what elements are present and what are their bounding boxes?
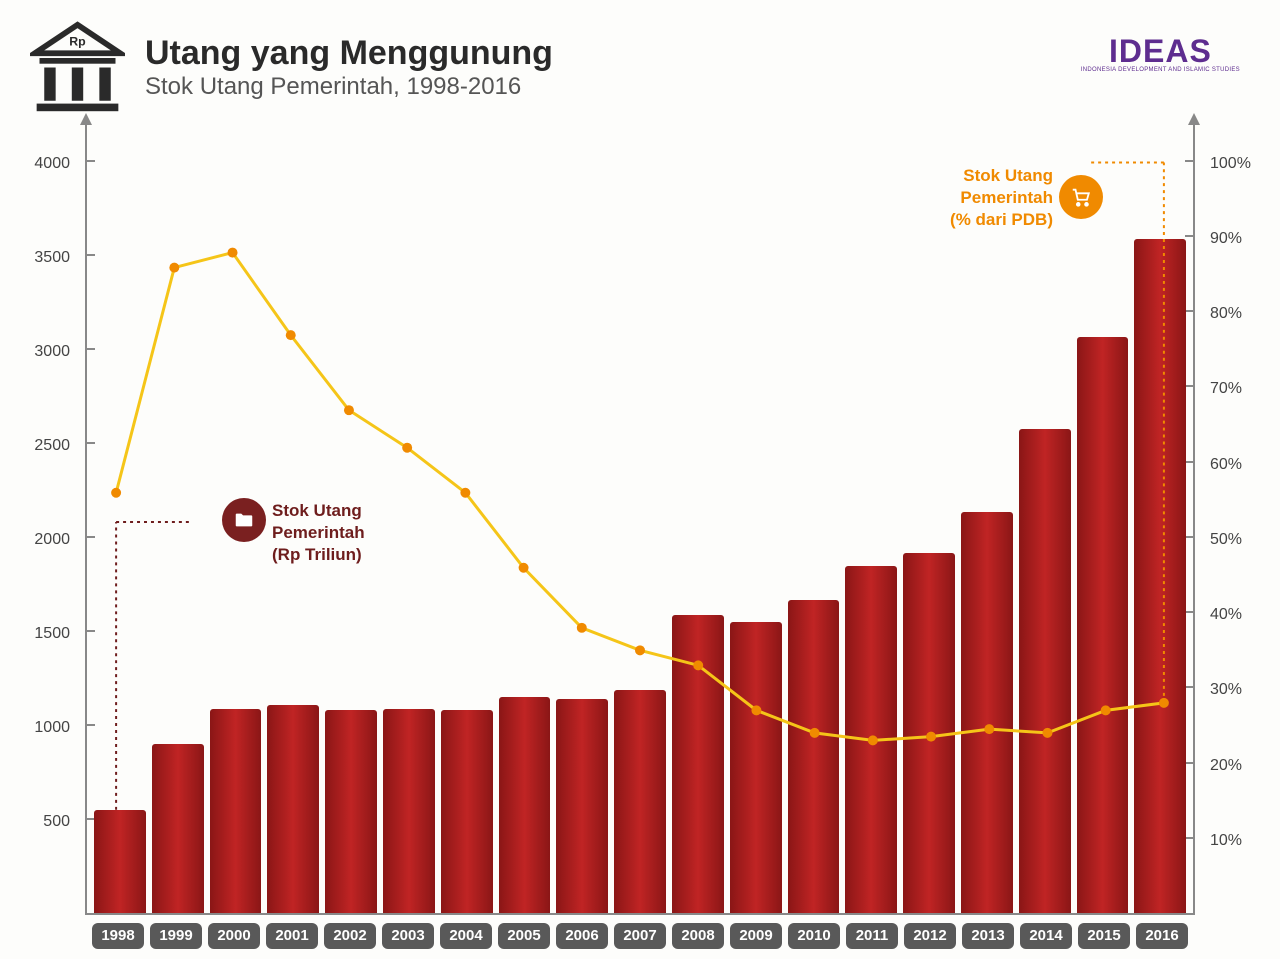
bar [961,512,1013,914]
x-axis: 1998199920002001200220032004200520062007… [85,919,1195,955]
ideas-logo: IDEAS INDONESIA DEVELOPMENT AND ISLAMIC … [1081,35,1240,73]
bar [845,566,897,913]
y-left-tick: 2000 [20,531,70,549]
page-title: Utang yang Menggunung [145,34,553,73]
bar [499,697,551,913]
x-label: 2014 [1020,923,1072,949]
cart-icon [1059,175,1103,219]
x-label: 2000 [208,923,260,949]
y-right-tick: 40% [1210,606,1260,624]
y-right-tick: 20% [1210,757,1260,775]
bar [730,622,782,913]
bar [94,810,146,913]
x-label: 2012 [904,923,956,949]
x-label: 2013 [962,923,1014,949]
x-label: 2003 [382,923,434,949]
callout-line-series: Stok Utang Pemerintah (% dari PDB) [950,165,1053,231]
bar [1134,239,1186,913]
bar [788,600,840,913]
bar [267,705,319,913]
x-label: 2011 [846,923,898,949]
y-right-tick: 80% [1210,305,1260,323]
bar [1077,337,1129,913]
y-axis-right: 10% 20% 30% 40% 50% 60% 70% 80% 90% 100% [1210,125,1260,955]
bar [672,615,724,913]
y-right-tick: 60% [1210,456,1260,474]
y-left-tick: 500 [20,813,70,831]
x-label: 2006 [556,923,608,949]
bar [441,710,493,913]
bar [325,710,377,913]
callout-bar-series: Stok Utang Pemerintah (Rp Triliun) [272,500,365,566]
y-left-tick: 3000 [20,343,70,361]
bar [556,699,608,913]
folder-icon [222,498,266,542]
bar [903,553,955,913]
y-left-tick: 1000 [20,719,70,737]
y-left-tick: 2500 [20,437,70,455]
y-left-tick: 1500 [20,625,70,643]
y-axis-left: 500 1000 1500 2000 2500 3000 3500 4000 [20,125,70,955]
header: Rp Utang yang Menggunung Stok Utang Peme… [30,20,1250,115]
y-right-tick: 50% [1210,531,1260,549]
bar [614,690,666,913]
y-right-tick: 30% [1210,681,1260,699]
x-label: 2002 [324,923,376,949]
y-right-tick: 90% [1210,230,1260,248]
x-label: 2010 [788,923,840,949]
x-label: 2005 [498,923,550,949]
y-left-tick: 4000 [20,155,70,173]
x-label: 2016 [1136,923,1188,949]
bank-icon: Rp [30,20,125,115]
y-right-tick: 100% [1210,155,1260,173]
x-label: 2001 [266,923,318,949]
page-subtitle: Stok Utang Pemerintah, 1998-2016 [145,73,553,101]
x-label: 1999 [150,923,202,949]
axis-arrow-right [1188,113,1200,125]
bar [383,709,435,914]
bar [210,709,262,914]
y-right-tick: 10% [1210,832,1260,850]
chart: Stok Utang Pemerintah (Rp Triliun) Stok … [30,125,1250,955]
x-label: 2009 [730,923,782,949]
x-label: 1998 [92,923,144,949]
axis-arrow-left [80,113,92,125]
y-left-tick: 3500 [20,249,70,267]
x-label: 2007 [614,923,666,949]
bar [152,744,204,913]
x-label: 2008 [672,923,724,949]
y-right-tick: 70% [1210,380,1260,398]
x-label: 2015 [1078,923,1130,949]
bar [1019,429,1071,913]
title-block: Utang yang Menggunung Stok Utang Pemerin… [145,34,553,101]
svg-text:Rp: Rp [69,35,86,49]
x-label: 2004 [440,923,492,949]
plot-area: Stok Utang Pemerintah (Rp Triliun) Stok … [85,125,1195,915]
